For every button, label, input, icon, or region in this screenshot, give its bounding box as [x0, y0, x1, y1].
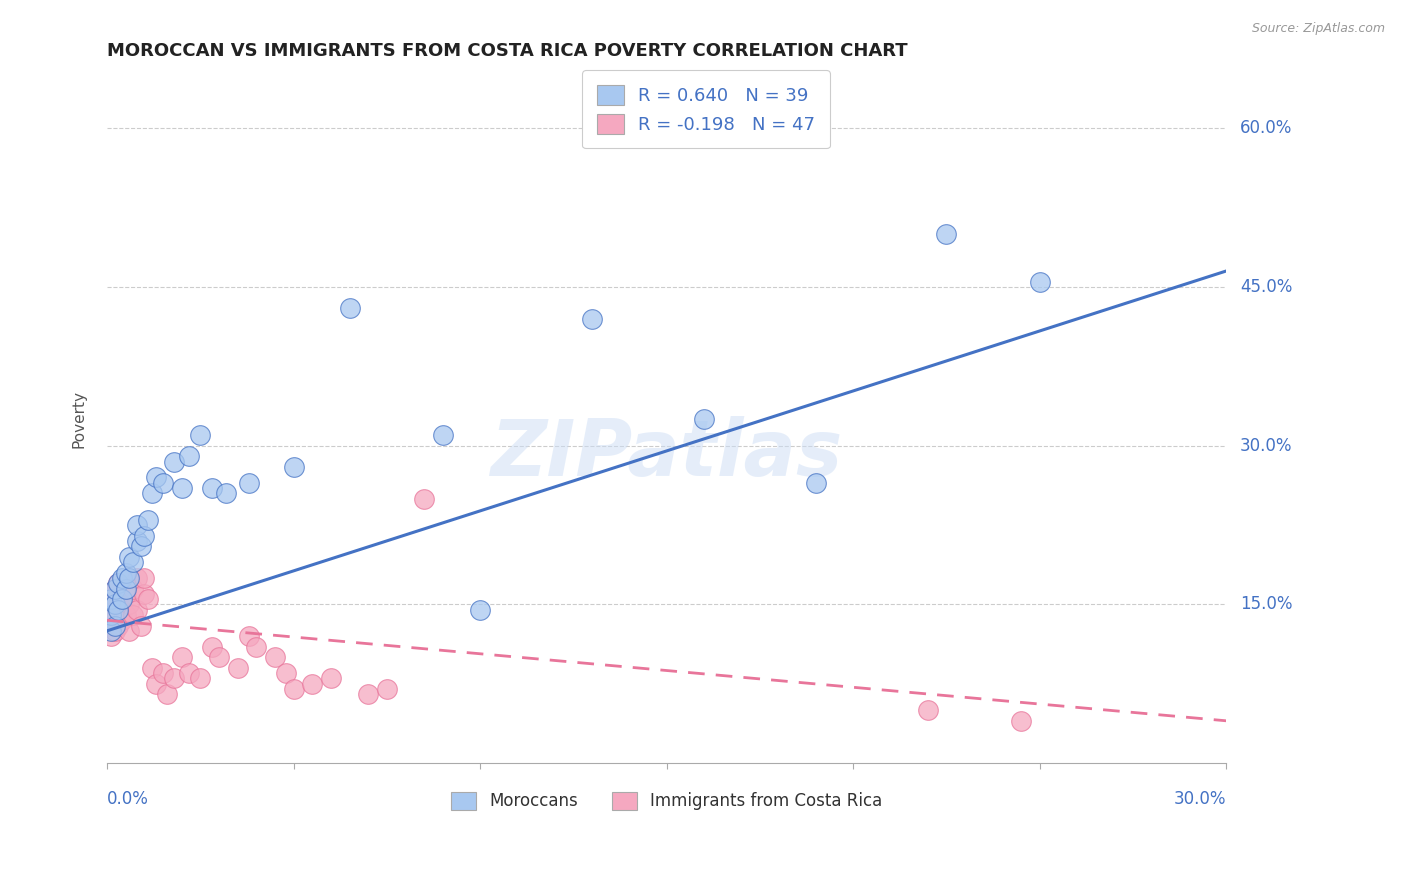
Point: [103, 607, 125, 622]
Point: [111, 571, 134, 585]
Point: [163, 672, 186, 686]
Point: [118, 549, 141, 564]
Point: [581, 311, 603, 326]
Point: [118, 571, 141, 585]
Point: [136, 513, 159, 527]
Point: [111, 613, 134, 627]
Point: [1010, 714, 1032, 728]
Point: [339, 301, 361, 315]
Point: [357, 687, 380, 701]
Point: [103, 598, 125, 612]
Point: [283, 681, 305, 696]
Point: [100, 592, 122, 607]
Point: [170, 481, 193, 495]
Point: [122, 555, 145, 569]
Text: 60.0%: 60.0%: [1240, 120, 1292, 137]
Point: [122, 582, 145, 596]
Point: [200, 640, 222, 654]
Point: [141, 661, 163, 675]
Point: [134, 528, 156, 542]
Point: [122, 607, 145, 622]
Point: [238, 629, 260, 643]
Point: [283, 459, 305, 474]
Point: [118, 598, 141, 612]
Point: [917, 703, 939, 717]
Point: [264, 650, 287, 665]
Point: [100, 624, 122, 638]
Point: [100, 618, 122, 632]
Point: [301, 677, 323, 691]
Point: [156, 687, 179, 701]
Point: [100, 607, 122, 622]
Point: [152, 475, 174, 490]
Point: [114, 582, 136, 596]
Point: [134, 587, 156, 601]
Point: [413, 491, 436, 506]
Point: [125, 533, 148, 548]
Point: [103, 582, 125, 596]
Text: MOROCCAN VS IMMIGRANTS FROM COSTA RICA POVERTY CORRELATION CHART: MOROCCAN VS IMMIGRANTS FROM COSTA RICA P…: [107, 42, 908, 60]
Point: [276, 666, 298, 681]
Point: [375, 681, 398, 696]
Point: [129, 618, 152, 632]
Point: [432, 428, 454, 442]
Point: [188, 428, 211, 442]
Point: [114, 566, 136, 580]
Point: [319, 672, 342, 686]
Point: [136, 592, 159, 607]
Point: [125, 571, 148, 585]
Point: [179, 666, 201, 681]
Text: 30.0%: 30.0%: [1174, 790, 1226, 808]
Point: [125, 518, 148, 533]
Point: [693, 412, 716, 426]
Point: [145, 470, 167, 484]
Text: ZIPatlas: ZIPatlas: [491, 416, 842, 491]
Point: [129, 539, 152, 553]
Point: [103, 624, 125, 638]
Point: [1028, 275, 1050, 289]
Point: [114, 607, 136, 622]
Point: [145, 677, 167, 691]
Point: [100, 629, 122, 643]
Point: [208, 650, 231, 665]
Point: [107, 618, 129, 632]
Point: [118, 624, 141, 638]
Point: [134, 571, 156, 585]
Point: [114, 587, 136, 601]
Point: [804, 475, 827, 490]
Point: [152, 666, 174, 681]
Point: [179, 449, 201, 463]
Text: 45.0%: 45.0%: [1240, 278, 1292, 296]
Point: [238, 475, 260, 490]
Point: [107, 576, 129, 591]
Point: [103, 582, 125, 596]
Point: [107, 598, 129, 612]
Point: [468, 602, 491, 616]
Text: 30.0%: 30.0%: [1240, 436, 1292, 455]
Point: [107, 602, 129, 616]
Y-axis label: Poverty: Poverty: [72, 390, 86, 448]
Point: [188, 672, 211, 686]
Point: [226, 661, 249, 675]
Point: [111, 592, 134, 607]
Point: [200, 481, 222, 495]
Point: [103, 618, 125, 632]
Text: 15.0%: 15.0%: [1240, 595, 1292, 614]
Point: [141, 486, 163, 500]
Point: [170, 650, 193, 665]
Text: 0.0%: 0.0%: [107, 790, 149, 808]
Text: Source: ZipAtlas.com: Source: ZipAtlas.com: [1251, 22, 1385, 36]
Point: [215, 486, 238, 500]
Point: [125, 602, 148, 616]
Point: [245, 640, 267, 654]
Point: [100, 602, 122, 616]
Point: [100, 587, 122, 601]
Point: [163, 454, 186, 468]
Point: [107, 576, 129, 591]
Point: [935, 227, 957, 241]
Point: [111, 592, 134, 607]
Legend: Moroccans, Immigrants from Costa Rica: Moroccans, Immigrants from Costa Rica: [437, 778, 896, 823]
